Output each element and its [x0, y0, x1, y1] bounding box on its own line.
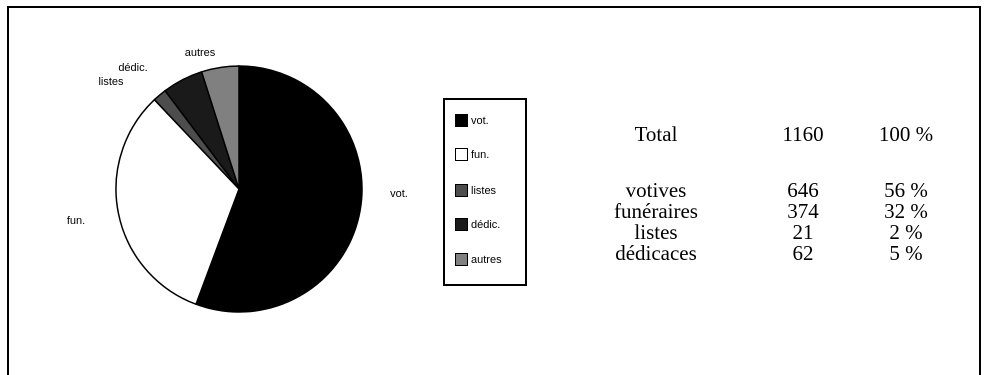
legend-swatch	[455, 253, 468, 266]
pie-label-0: vot.	[390, 188, 408, 200]
legend-label: autres	[471, 253, 502, 266]
total-label: Total	[634, 122, 678, 146]
row-pct: 56 %	[884, 178, 928, 202]
legend-swatch	[455, 114, 468, 127]
legend-item-vot: vot.	[455, 114, 489, 127]
legend-item-autres: autres	[455, 253, 502, 266]
row-pct: 2 %	[889, 220, 923, 244]
pie-label-2: listes	[98, 76, 124, 88]
legend: vot. fun. listes dédic. autres	[443, 98, 527, 286]
pie-label-1: fun.	[67, 215, 85, 227]
total-count: 1160	[782, 122, 824, 146]
pie-slice-4	[200, 65, 240, 190]
legend-label: listes	[471, 184, 497, 197]
row-count: 646	[787, 178, 819, 202]
chart-frame	[7, 6, 981, 375]
row-pct: 32 %	[884, 199, 928, 223]
row-label: dédicaces	[615, 241, 697, 265]
legend-label: dédic.	[471, 218, 501, 231]
row-label: listes	[634, 220, 678, 244]
pie-slice-0	[194, 65, 363, 313]
legend-swatch	[455, 218, 468, 231]
row-label: funéraires	[614, 199, 698, 223]
pie-label-4: autres	[185, 47, 216, 59]
pie-slice-1	[115, 98, 240, 306]
legend-swatch	[455, 148, 468, 161]
legend-item-fun: fun.	[455, 148, 489, 161]
row-pct: 5 %	[889, 241, 923, 265]
row-count: 62	[792, 241, 814, 265]
legend-swatch	[455, 184, 468, 197]
row-count: 21	[792, 220, 814, 244]
legend-item-dedic: dédic.	[455, 218, 500, 231]
row-label: votives	[625, 178, 687, 202]
legend-label: fun.	[471, 148, 490, 161]
legend-item-listes: listes	[455, 184, 496, 197]
total-pct: 100 %	[878, 122, 934, 146]
row-count: 374	[787, 199, 819, 223]
pie-label-3: dédic.	[118, 62, 147, 74]
legend-label: vot.	[471, 114, 489, 127]
